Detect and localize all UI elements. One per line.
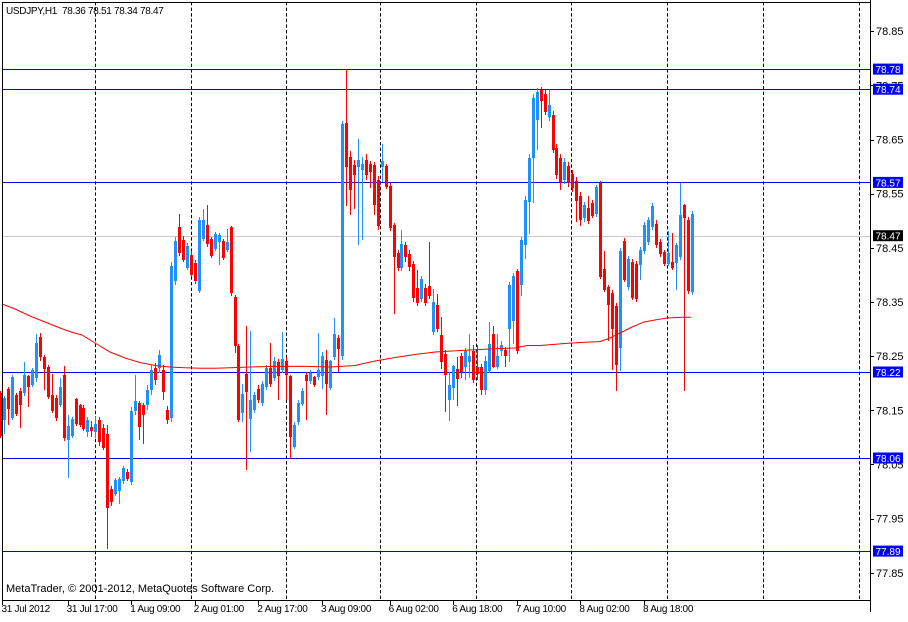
svg-text:78.45: 78.45: [876, 243, 904, 255]
svg-text:78.57: 78.57: [876, 178, 901, 189]
svg-text:78.65: 78.65: [876, 135, 904, 147]
svg-text:USDJPY,H1 78.36 78.51 78.34 7: USDJPY,H1 78.36 78.51 78.34 78.47: [6, 6, 164, 17]
svg-text:78.55: 78.55: [876, 189, 904, 201]
svg-text:78.47: 78.47: [876, 232, 901, 243]
svg-text:1 Aug 09:00: 1 Aug 09:00: [130, 604, 181, 615]
svg-text:MetaTrader, © 2001-2012, MetaQ: MetaTrader, © 2001-2012, MetaQuotes Soft…: [6, 583, 274, 595]
svg-text:78.35: 78.35: [876, 297, 904, 309]
svg-text:78.74: 78.74: [876, 85, 901, 96]
svg-text:78.22: 78.22: [876, 368, 901, 379]
svg-text:78.15: 78.15: [876, 405, 904, 417]
svg-text:78.06: 78.06: [876, 454, 901, 465]
svg-text:8 Aug 02:00: 8 Aug 02:00: [579, 604, 630, 615]
svg-text:2 Aug 17:00: 2 Aug 17:00: [257, 604, 308, 615]
svg-text:6 Aug 18:00: 6 Aug 18:00: [452, 604, 503, 615]
svg-text:78.85: 78.85: [876, 26, 904, 38]
svg-text:31 Jul 2012: 31 Jul 2012: [2, 604, 51, 615]
svg-text:3 Aug 09:00: 3 Aug 09:00: [321, 604, 372, 615]
svg-text:8 Aug 18:00: 8 Aug 18:00: [643, 604, 694, 615]
svg-text:31 Jul 17:00: 31 Jul 17:00: [67, 604, 119, 615]
svg-text:6 Aug 02:00: 6 Aug 02:00: [389, 604, 440, 615]
svg-text:78.78: 78.78: [876, 65, 901, 76]
svg-text:78.25: 78.25: [876, 351, 904, 363]
svg-text:77.89: 77.89: [876, 547, 901, 558]
svg-text:77.95: 77.95: [876, 514, 904, 526]
svg-text:7 Aug 10:00: 7 Aug 10:00: [516, 604, 567, 615]
svg-text:2 Aug 01:00: 2 Aug 01:00: [194, 604, 245, 615]
svg-text:77.85: 77.85: [876, 568, 904, 580]
